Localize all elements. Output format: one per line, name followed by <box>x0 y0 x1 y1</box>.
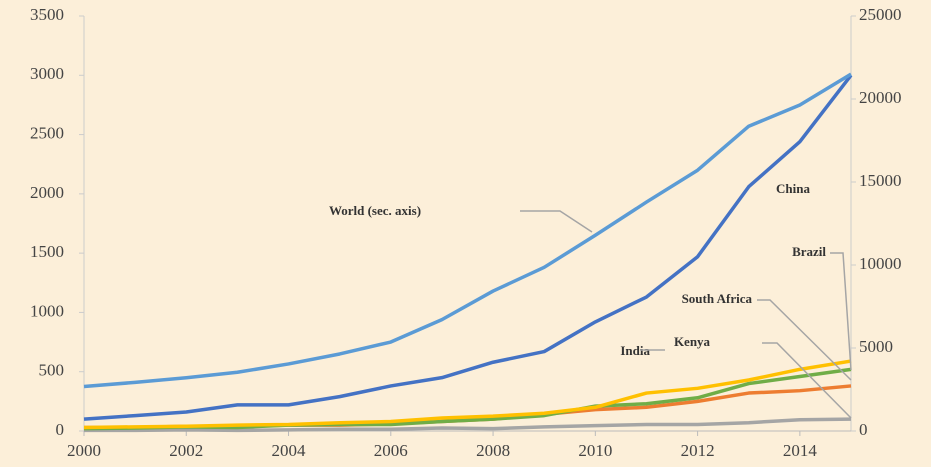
annotation: World (sec. axis) <box>329 203 421 218</box>
x-tick-label: 2006 <box>374 441 408 460</box>
annotation: Kenya <box>674 334 711 349</box>
y2-tick-label: 15000 <box>859 171 902 190</box>
series-line <box>83 367 852 431</box>
x-tick-label: 2014 <box>783 441 818 460</box>
series-line <box>83 359 852 430</box>
x-tick-label: 2002 <box>169 441 203 460</box>
leader-line <box>830 252 852 371</box>
y-tick-label: 1500 <box>30 242 64 261</box>
series-line <box>84 417 852 433</box>
x-tick-label: 2012 <box>681 441 715 460</box>
x-tick-label: 2000 <box>67 441 101 460</box>
y-tick-label: 1000 <box>30 301 64 320</box>
y2-tick-label: 5000 <box>859 337 893 356</box>
y-tick-label: 3000 <box>30 64 64 83</box>
y2-tick-label: 20000 <box>859 88 902 107</box>
y-tick-label: 0 <box>56 420 65 439</box>
series-line <box>83 72 852 389</box>
series-line <box>83 74 853 421</box>
y-tick-label: 2500 <box>30 123 64 142</box>
y-tick-label: 500 <box>39 361 65 380</box>
y2-tick-label: 25000 <box>859 5 902 24</box>
y-tick-label: 3500 <box>30 5 64 24</box>
y2-tick-label: 10000 <box>859 254 902 273</box>
y2-tick-label: 0 <box>859 420 868 439</box>
x-tick-label: 2004 <box>272 441 307 460</box>
x-tick-label: 2008 <box>476 441 510 460</box>
leader-line <box>757 299 852 381</box>
annotation: Brazil <box>792 244 826 259</box>
annotation: India <box>620 343 650 358</box>
leader-line <box>762 342 852 419</box>
leader-line <box>520 210 593 233</box>
annotation: China <box>776 181 810 196</box>
annotation: South Africa <box>682 291 753 306</box>
x-tick-label: 2010 <box>578 441 612 460</box>
y-tick-label: 2000 <box>30 183 64 202</box>
